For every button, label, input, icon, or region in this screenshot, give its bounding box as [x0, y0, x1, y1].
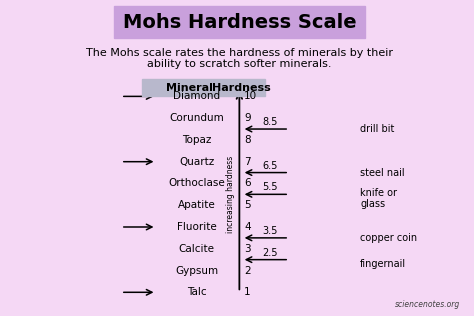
Text: Quartz: Quartz [179, 157, 214, 167]
Text: Mohs Hardness Scale: Mohs Hardness Scale [123, 13, 356, 32]
Text: 2: 2 [244, 265, 251, 276]
Text: Gypsum: Gypsum [175, 265, 218, 276]
Text: copper coin: copper coin [360, 233, 418, 243]
Text: fingernail: fingernail [360, 259, 406, 269]
Text: Fluorite: Fluorite [177, 222, 217, 232]
Text: Topaz: Topaz [182, 135, 211, 145]
Text: drill bit: drill bit [360, 124, 395, 134]
Text: 3: 3 [244, 244, 251, 254]
Text: Apatite: Apatite [178, 200, 216, 210]
Text: 4: 4 [244, 222, 251, 232]
Text: Orthoclase: Orthoclase [168, 179, 225, 188]
Text: 8: 8 [244, 135, 251, 145]
Text: Mineral: Mineral [166, 83, 213, 93]
Text: 9: 9 [244, 113, 251, 123]
Text: increasing hardness: increasing hardness [227, 156, 235, 233]
Text: Diamond: Diamond [173, 91, 220, 101]
Text: 1: 1 [244, 287, 251, 297]
Text: Corundum: Corundum [169, 113, 224, 123]
Text: 5: 5 [244, 200, 251, 210]
Text: Talc: Talc [187, 287, 207, 297]
Text: 8.5: 8.5 [263, 117, 278, 127]
Text: 3.5: 3.5 [263, 226, 278, 236]
Text: Calcite: Calcite [179, 244, 215, 254]
Text: 10: 10 [244, 91, 257, 101]
Text: 7: 7 [244, 157, 251, 167]
Text: sciencenotes.org: sciencenotes.org [394, 300, 460, 309]
Text: 6: 6 [244, 179, 251, 188]
Text: 2.5: 2.5 [263, 248, 278, 258]
Text: 6.5: 6.5 [263, 161, 278, 171]
Text: The Mohs scale rates the hardness of minerals by their
ability to scratch softer: The Mohs scale rates the hardness of min… [86, 48, 393, 69]
Text: knife or
glass: knife or glass [360, 188, 397, 210]
Text: steel nail: steel nail [360, 167, 405, 178]
Text: Hardness: Hardness [212, 83, 271, 93]
Text: 5.5: 5.5 [263, 182, 278, 192]
